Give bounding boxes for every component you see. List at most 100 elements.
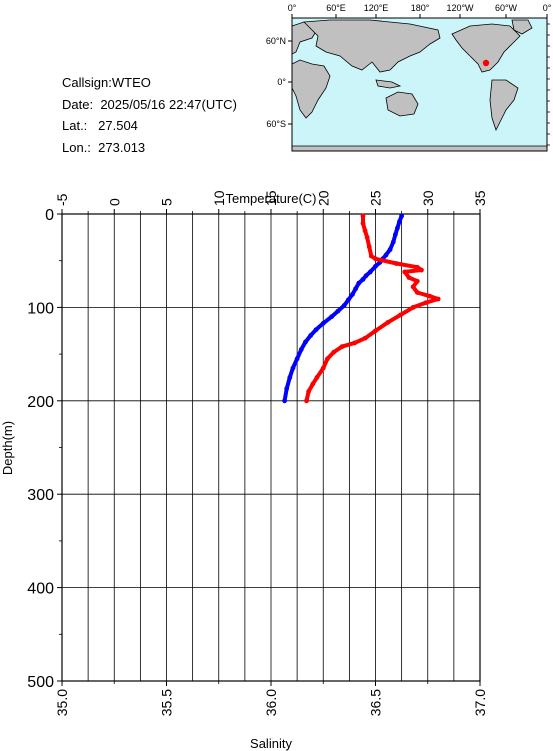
map-lat-label: 0°: [277, 77, 286, 87]
temperature-data-point: [313, 327, 319, 333]
salinity-data-point: [398, 312, 403, 318]
lon-value: 273.013: [98, 139, 146, 155]
depth-tick-label: 300: [27, 487, 54, 504]
lon-line: Lon.: 273.013: [62, 137, 237, 159]
salinity-profile-line: [304, 213, 441, 403]
chart-series: [282, 213, 441, 404]
temperature-tick-label: 20: [315, 190, 331, 206]
station-marker: [482, 59, 490, 67]
temperature-data-point: [335, 308, 341, 314]
map-lon-label: 120°E: [364, 3, 389, 13]
map-lon-label: 180°: [411, 3, 430, 13]
temperature-tick-label: 0: [106, 198, 122, 206]
salinity-tick-label: 35.5: [159, 689, 175, 716]
station-info: Callsign:WTEO Date: 2025/05/16 22:47(UTC…: [62, 72, 237, 158]
temperature-tick-label: 35: [472, 190, 488, 206]
map-lon-label: 60°W: [495, 3, 518, 13]
callsign-value: WTEO: [111, 75, 151, 90]
salinity-data-point: [394, 261, 399, 266]
temperature-data-point: [387, 247, 393, 252]
salinity-data-point: [339, 344, 345, 350]
date-line: Date: 2025/05/16 22:47(UTC): [62, 94, 237, 116]
temperature-data-point: [353, 286, 359, 292]
temperature-data-point: [397, 219, 402, 224]
temperature-data-point: [392, 232, 398, 237]
temperature-data-point: [345, 297, 351, 303]
temperature-data-point: [290, 365, 296, 371]
salinity-data-point: [360, 220, 366, 226]
depth-axis-title: Depth(m): [0, 421, 15, 475]
salinity-data-point: [419, 267, 424, 273]
temperature-data-point: [356, 280, 362, 286]
temperature-data-point: [399, 213, 405, 219]
temperature-tick-label: 15: [263, 190, 279, 206]
salinity-data-point: [352, 340, 357, 346]
salinity-data-point: [314, 375, 320, 380]
map-lon-label: 60°E: [326, 3, 346, 13]
salinity-data-point: [414, 264, 420, 270]
salinity-data-point: [423, 300, 429, 306]
salinity-data-point: [364, 234, 370, 240]
temperature-tick-label: 25: [368, 190, 384, 206]
temperature-data-point: [308, 333, 314, 338]
salinity-axis-title: Salinity: [250, 736, 292, 751]
depth-tick-label: 0: [45, 207, 54, 224]
salinity-tick-label: 37.0: [472, 689, 488, 716]
salinity-data-point: [310, 381, 316, 387]
temperature-data-point: [390, 239, 396, 245]
depth-tick-label: 400: [27, 581, 54, 598]
lon-label: Lon.:: [62, 139, 91, 155]
salinity-data-point: [373, 256, 378, 262]
date-value: 2025/05/16 22:47(UTC): [100, 96, 237, 112]
callsign-line: Callsign:WTEO: [62, 72, 237, 94]
salinity-data-point: [325, 356, 330, 362]
temperature-tick-label: -5: [54, 193, 70, 206]
map-lat-label: 60°S: [266, 119, 286, 129]
lat-line: Lat.: 27.504: [62, 115, 237, 137]
salinity-tick-label: 35.0: [54, 689, 70, 716]
temperature-data-point: [329, 314, 335, 320]
salinity-data-point: [360, 213, 366, 219]
salinity-data-point: [331, 349, 337, 355]
temperature-tick-label: 30: [420, 190, 436, 206]
temperature-tick-label: 10: [211, 190, 227, 206]
salinity-data-point: [402, 269, 408, 275]
salinity-data-point: [406, 275, 412, 280]
map-ticks: 0° 60°E 120°E 180° 120°W 60°W 0° 60°N 0° 60°S: [266, 3, 552, 146]
salinity-data-point: [414, 290, 420, 295]
salinity-data-point: [435, 296, 441, 302]
salinity-data-point: [373, 328, 378, 334]
map-lon-label: 120°W: [446, 3, 474, 13]
map-lon-label: 0°: [543, 3, 552, 13]
salinity-tick-label: 36.0: [263, 689, 279, 716]
temperature-data-point: [303, 339, 308, 345]
temperature-data-point: [298, 347, 304, 352]
salinity-data-point: [306, 389, 312, 394]
salinity-data-point: [410, 305, 416, 310]
salinity-data-point: [304, 398, 309, 404]
temperature-data-point: [282, 398, 287, 404]
temperature-tick-label: 5: [159, 198, 175, 206]
map-lat-label: 60°N: [266, 36, 286, 46]
temperature-data-point: [287, 375, 293, 380]
callsign-label: Callsign:: [62, 75, 112, 90]
temperature-data-point: [395, 225, 400, 231]
salinity-data-point: [320, 365, 326, 371]
temperature-profile-line: [282, 213, 404, 403]
salinity-data-point: [362, 335, 368, 341]
salinity-data-point: [362, 228, 368, 234]
temperature-data-point: [373, 263, 378, 269]
temperature-axis-title: Temperature(C): [225, 191, 316, 206]
temperature-data-point: [284, 386, 290, 392]
salinity-data-point: [385, 319, 391, 325]
lat-value: 27.504: [98, 118, 138, 133]
temperature-data-point: [294, 356, 300, 362]
temperature-data-point: [367, 269, 373, 275]
salinity-data-point: [368, 253, 374, 259]
map-lon-label: 0°: [288, 3, 297, 13]
salinity-tick-label: 36.5: [368, 689, 384, 716]
temperature-data-point: [320, 320, 326, 326]
depth-tick-label: 500: [27, 674, 54, 691]
